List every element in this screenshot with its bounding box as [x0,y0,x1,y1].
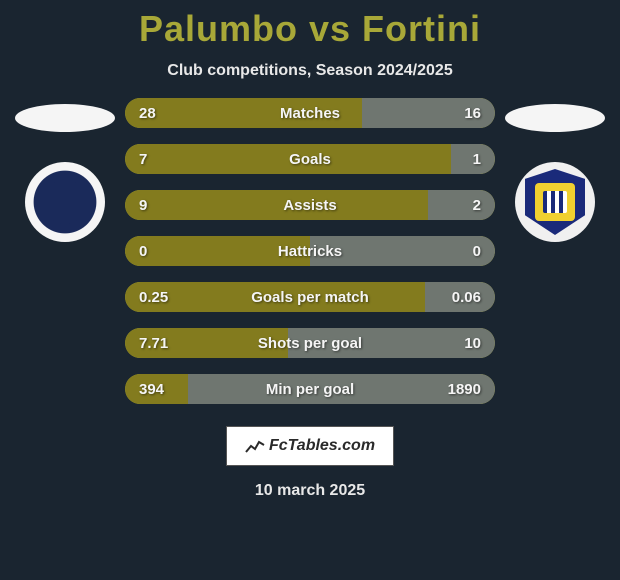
stat-value-left: 7 [139,151,147,168]
stat-value-left: 0 [139,243,147,260]
fctables-logo: FcTables.com [226,426,394,466]
stat-label: Matches [280,105,340,122]
stats-bars: 28 16 Matches 7 1 Goals 9 2 Assists 0 0 Hattricks 0.… [125,98,495,404]
subtitle: Club competitions, Season 2024/2025 [167,62,452,80]
stat-value-right: 16 [464,105,481,122]
logo-text: FcTables.com [269,437,375,455]
stat-row: 0.25 0.06 Goals per match [125,282,495,312]
stat-value-left: 394 [139,381,164,398]
stat-row: 9 2 Assists [125,190,495,220]
stat-value-left: 9 [139,197,147,214]
stat-label: Assists [283,197,336,214]
stat-value-right: 0.06 [452,289,481,306]
stat-row: 7.71 10 Shots per goal [125,328,495,358]
date-text: 10 march 2025 [255,482,365,500]
stat-value-left: 7.71 [139,335,168,352]
stat-label: Min per goal [266,381,354,398]
stat-value-right: 1890 [448,381,481,398]
stat-row: 394 1890 Min per goal [125,374,495,404]
stat-label: Shots per goal [258,335,362,352]
club-crest-left [25,162,105,242]
player-shadow-right [505,104,605,132]
stat-label: Goals [289,151,331,168]
stat-value-right: 0 [473,243,481,260]
club-crest-right [515,162,595,242]
stat-value-left: 0.25 [139,289,168,306]
stat-row: 28 16 Matches [125,98,495,128]
comparison-area: 28 16 Matches 7 1 Goals 9 2 Assists 0 0 Hattricks 0.… [0,98,620,404]
page-title: Palumbo vs Fortini [139,8,481,50]
stat-value-right: 1 [473,151,481,168]
stat-row: 7 1 Goals [125,144,495,174]
stat-fill-left [125,144,451,174]
left-player-col [5,98,125,242]
stat-fill-left [125,190,428,220]
stat-value-right: 2 [473,197,481,214]
right-player-col [495,98,615,242]
stat-label: Goals per match [251,289,369,306]
stat-label: Hattricks [278,243,342,260]
stat-row: 0 0 Hattricks [125,236,495,266]
stat-value-right: 10 [464,335,481,352]
stat-value-left: 28 [139,105,156,122]
stat-fill-right [428,190,495,220]
player-shadow-left [15,104,115,132]
